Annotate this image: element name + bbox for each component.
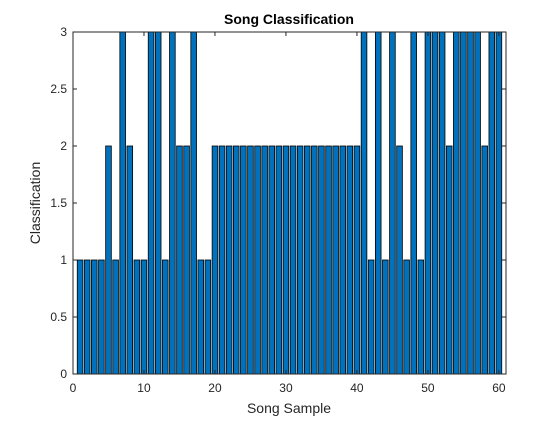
bar-19 [204, 259, 212, 375]
bar-55 [460, 31, 467, 375]
bar-53 [445, 145, 453, 375]
bar-45 [389, 31, 396, 375]
x-tick-label-60: 60 [492, 381, 506, 395]
bar-15 [176, 145, 183, 375]
bar-33 [304, 145, 311, 375]
bar-2 [83, 259, 91, 375]
bar-29 [275, 145, 283, 375]
bar-28 [268, 145, 275, 375]
y-tick-label-1.5: 1.5 [50, 196, 67, 210]
x-tick-label-0: 0 [70, 381, 77, 395]
bar-49 [417, 259, 425, 375]
bar-51 [431, 31, 439, 375]
bar-38 [339, 145, 346, 375]
bar-43 [374, 31, 382, 375]
bar-39 [346, 145, 354, 375]
bar-7 [119, 31, 126, 375]
bar-52 [438, 31, 446, 375]
bar-22 [225, 145, 233, 375]
bar-21 [218, 145, 226, 375]
ticks-layer: 0 10 20 30 40 50 60 0 0.5 1 1.5 2 2.5 3 [50, 25, 506, 395]
bar-57 [474, 31, 481, 375]
y-tick-label-2.5: 2.5 [50, 82, 67, 96]
bar-17 [190, 31, 197, 375]
bar-50 [424, 31, 432, 375]
bar-18 [197, 259, 205, 375]
bar-46 [396, 145, 403, 375]
bar-56 [467, 31, 474, 375]
bar-24 [240, 145, 247, 375]
y-tick-label-0: 0 [60, 367, 67, 381]
x-tick-label-20: 20 [208, 381, 222, 395]
bar-44 [382, 259, 389, 375]
bar-26 [254, 145, 261, 375]
bars-layer [76, 31, 503, 375]
x-axis-label: Song Sample [247, 400, 331, 416]
bar-34 [311, 145, 318, 375]
bar-9 [133, 259, 141, 375]
y-tick-label-0.5: 0.5 [50, 310, 67, 324]
bar-37 [332, 145, 339, 375]
x-tick-label-10: 10 [137, 381, 151, 395]
bar-30 [282, 145, 290, 375]
bar-59 [488, 31, 496, 375]
bar-35 [318, 145, 325, 375]
bar-8 [126, 145, 134, 375]
bar-3 [91, 259, 98, 375]
bar-23 [233, 145, 240, 375]
y-tick-label-1: 1 [60, 253, 67, 267]
y-axis-label: Classification [27, 162, 43, 244]
bar-13 [162, 259, 169, 375]
bar-36 [325, 145, 332, 375]
bar-11 [147, 31, 155, 375]
bar-14 [169, 31, 176, 375]
bar-41 [360, 31, 368, 375]
bar-12 [154, 31, 162, 375]
bar-5 [105, 145, 112, 375]
bar-54 [453, 31, 460, 375]
bar-31 [289, 145, 297, 375]
x-tick-label-30: 30 [279, 381, 293, 395]
bar-10 [140, 259, 148, 375]
bar-16 [183, 145, 190, 375]
bar-20 [211, 145, 219, 375]
y-tick-label-2: 2 [60, 139, 67, 153]
chart-title: Song Classification [224, 11, 354, 27]
bar-1 [76, 259, 84, 375]
bar-32 [296, 145, 304, 375]
bar-48 [410, 31, 417, 375]
bar-6 [112, 259, 119, 375]
x-tick-label-40: 40 [350, 381, 364, 395]
bar-47 [403, 259, 410, 375]
y-tick-label-3: 3 [60, 25, 67, 39]
bar-27 [261, 145, 268, 375]
bar-4 [98, 259, 105, 375]
bar-58 [481, 145, 488, 375]
bar-42 [367, 259, 375, 375]
bar-60 [495, 31, 503, 375]
bar-25 [247, 145, 254, 375]
x-tick-label-50: 50 [421, 381, 435, 395]
bar-40 [353, 145, 361, 375]
